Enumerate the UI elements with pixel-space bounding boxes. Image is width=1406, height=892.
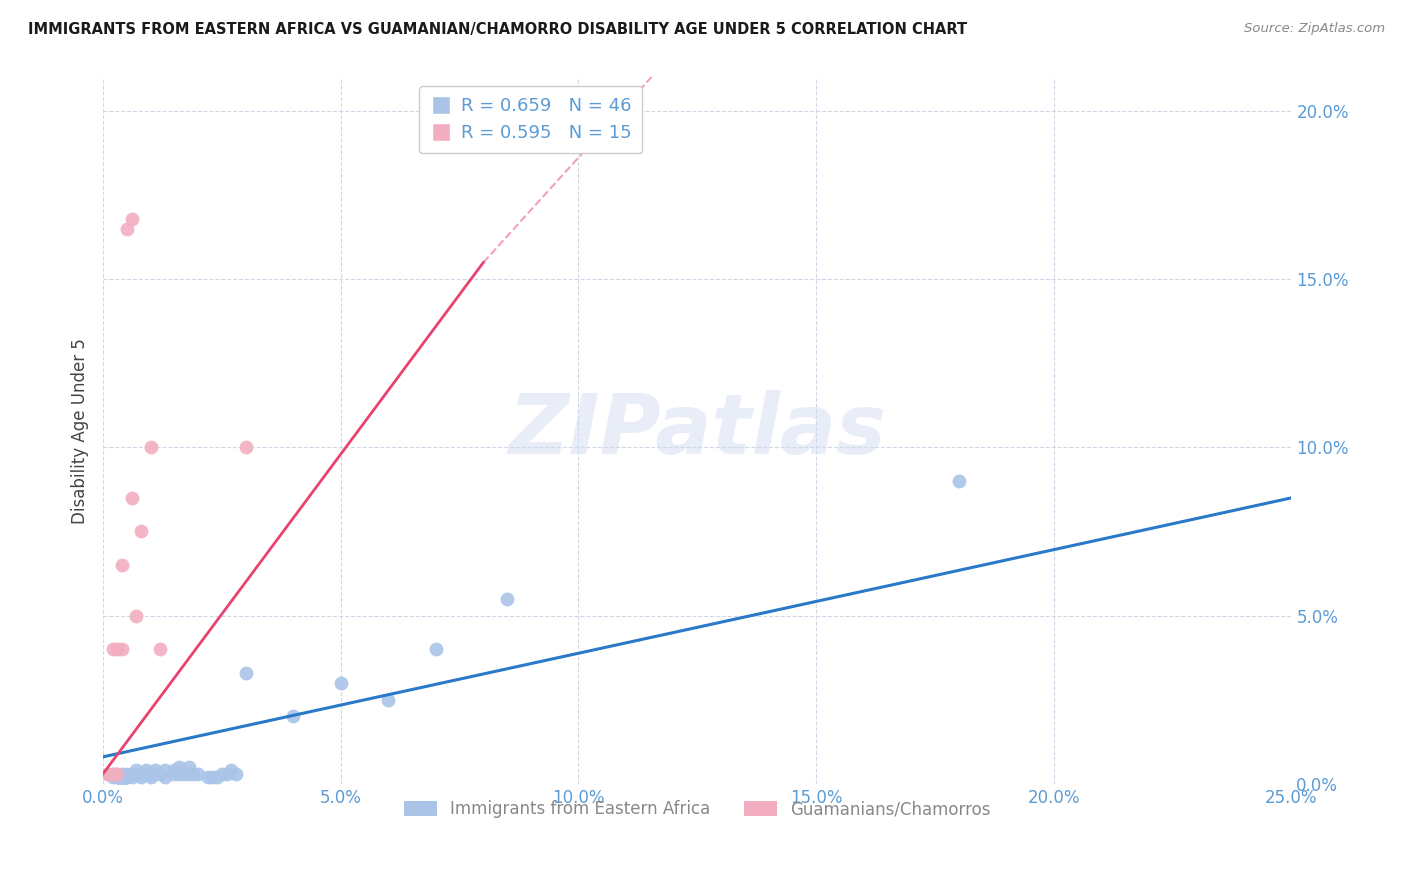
Point [948,474,970,488]
Point [139,766,162,780]
Point [235,441,257,455]
Point [97,766,120,780]
Point [197,770,219,784]
Point [101,642,124,657]
Point [101,766,124,780]
Point [135,764,157,778]
Text: IMMIGRANTS FROM EASTERN AFRICA VS GUAMANIAN/CHAMORRO DISABILITY AGE UNDER 5 CORR: IMMIGRANTS FROM EASTERN AFRICA VS GUAMAN… [28,22,967,37]
Point [215,766,238,780]
Point [125,608,148,623]
Legend: Immigrants from Eastern Africa, Guamanians/Chamorros: Immigrants from Eastern Africa, Guamania… [396,794,998,825]
Point [105,766,128,780]
Point [121,770,143,784]
Point [283,709,305,723]
Point [121,491,143,505]
Point [211,766,233,780]
Point [187,766,209,780]
Point [135,766,157,780]
Point [115,770,138,784]
Point [177,760,200,774]
Point [163,766,186,780]
Point [201,770,224,784]
Point [177,766,200,780]
Text: Source: ZipAtlas.com: Source: ZipAtlas.com [1244,22,1385,36]
Point [496,591,519,606]
Point [139,441,162,455]
Point [377,692,399,706]
Point [115,221,138,235]
Point [139,770,162,784]
Point [121,211,143,226]
Point [167,766,190,780]
Point [115,766,138,780]
Point [167,760,190,774]
Point [111,766,134,780]
Point [329,676,352,690]
Point [149,642,172,657]
Point [97,766,120,780]
Point [111,558,134,573]
Point [125,766,148,780]
Point [225,766,247,780]
Point [105,766,128,780]
Point [145,764,167,778]
Point [129,770,152,784]
Point [105,642,128,657]
Point [149,766,172,780]
Point [221,764,243,778]
Text: ZIPatlas: ZIPatlas [509,390,886,471]
Point [101,770,124,784]
Point [111,642,134,657]
Point [153,764,176,778]
Point [121,766,143,780]
Point [205,770,228,784]
Y-axis label: Disability Age Under 5: Disability Age Under 5 [72,338,89,524]
Point [183,766,205,780]
Point [163,764,186,778]
Point [111,773,134,788]
Point [129,524,152,539]
Point [173,766,195,780]
Point [105,770,128,784]
Point [129,766,152,780]
Point [235,665,257,680]
Point [153,770,176,784]
Point [125,764,148,778]
Point [425,642,447,657]
Point [101,766,124,780]
